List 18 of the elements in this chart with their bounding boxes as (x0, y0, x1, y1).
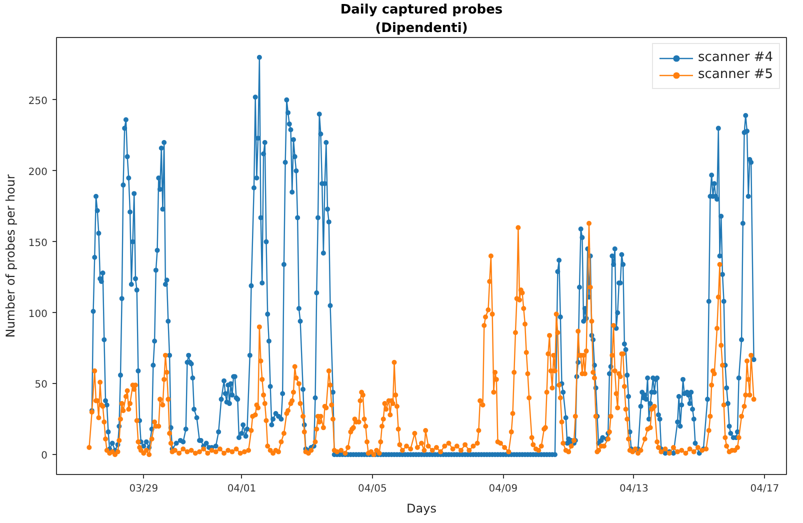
legend-label: scanner #5 (698, 67, 773, 82)
x-tick-label: 04/01 (227, 484, 256, 494)
y-tick-label: 150 (28, 238, 48, 249)
legend-label: scanner #4 (698, 50, 773, 65)
y-tick-label: 50 (34, 380, 48, 391)
y-tick-label: 250 (28, 96, 48, 107)
y-tick-label: 200 (28, 166, 48, 178)
chart-subtitle: (Dipendenti) (375, 21, 468, 36)
x-tick-label: 04/05 (358, 484, 387, 494)
x-tick-label: 04/09 (488, 484, 518, 494)
chart-title: Daily captured probes (340, 2, 503, 18)
y-axis-title: Number of probes per hour (3, 174, 18, 338)
x-tick-label: 04/17 (750, 484, 780, 494)
x-axis-title: Days (406, 502, 436, 516)
y-tick-label: 0 (41, 450, 48, 462)
x-tick-label: 04/13 (620, 484, 648, 494)
x-tick-label: 03/29 (129, 484, 158, 494)
y-tick-label: 100 (28, 308, 48, 320)
